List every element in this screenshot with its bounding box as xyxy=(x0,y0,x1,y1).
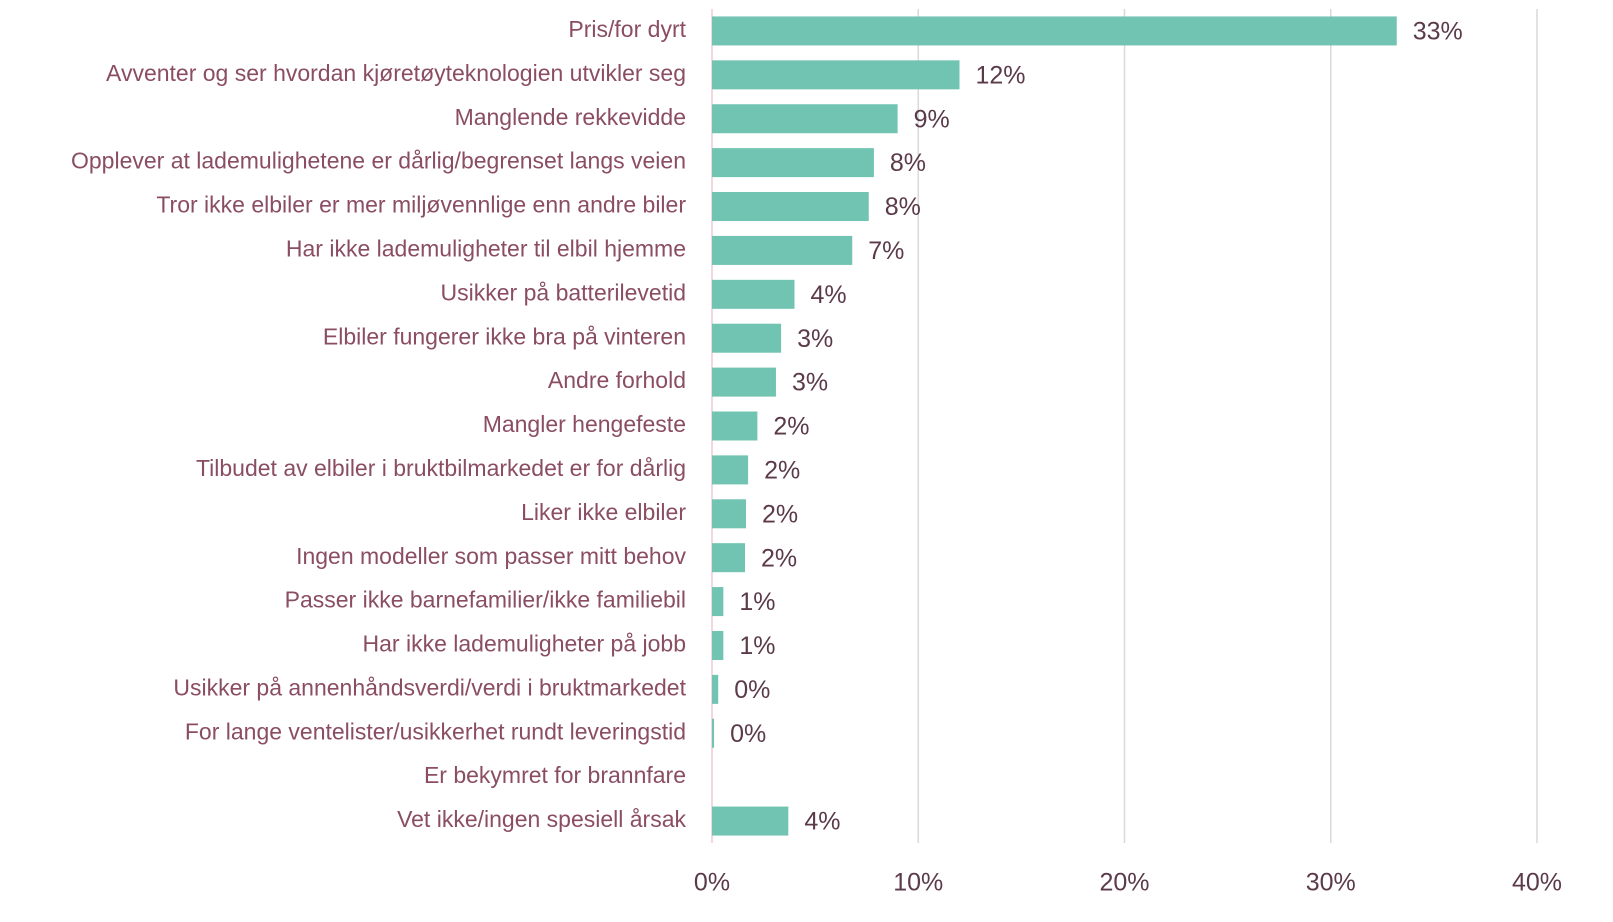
data-label: 2% xyxy=(773,413,809,441)
data-label: 4% xyxy=(804,808,840,836)
y-tick-label: Elbiler fungerer ikke bra på vinteren xyxy=(323,323,686,349)
y-tick-label: Vet ikke/ingen spesiell årsak xyxy=(397,806,686,832)
bar xyxy=(712,674,719,704)
x-tick-label: 20% xyxy=(1099,869,1149,897)
bar xyxy=(712,60,960,90)
y-tick-label: Har ikke lademuligheter på jobb xyxy=(363,631,686,657)
data-label: 8% xyxy=(890,149,926,177)
bar xyxy=(712,587,724,617)
bar xyxy=(712,192,869,222)
data-label: 7% xyxy=(868,237,904,265)
y-tick-label: Usikker på batterilevetid xyxy=(441,279,686,305)
bar xyxy=(712,806,789,836)
y-tick-label: Har ikke lademuligheter til elbil hjemme xyxy=(286,235,686,261)
data-label: 3% xyxy=(792,369,828,397)
data-label: 0% xyxy=(734,676,770,704)
y-tick-label: Manglende rekkevidde xyxy=(455,104,686,130)
bar xyxy=(712,235,853,265)
x-tick-label: 30% xyxy=(1306,869,1356,897)
bar xyxy=(712,455,749,485)
data-label: 2% xyxy=(761,544,797,572)
y-tick-label: Passer ikke barnefamilier/ikke familiebi… xyxy=(285,587,686,613)
data-label: 4% xyxy=(811,281,847,309)
bar xyxy=(712,543,745,573)
y-tick-label: Opplever at lademulighetene er dårlig/be… xyxy=(71,148,686,174)
data-label: 12% xyxy=(976,61,1026,89)
y-tick-label: Er bekymret for brannfare xyxy=(424,762,686,788)
data-label: 9% xyxy=(914,105,950,133)
data-label: 2% xyxy=(762,500,798,528)
bar xyxy=(712,148,874,178)
bar xyxy=(712,104,898,134)
bar xyxy=(712,630,724,660)
data-label: 2% xyxy=(764,457,800,485)
data-label: 8% xyxy=(885,193,921,221)
data-label: 1% xyxy=(739,588,775,616)
x-tick-label: 40% xyxy=(1512,869,1562,897)
bar xyxy=(712,16,1397,46)
y-tick-label: Ingen modeller som passer mitt behov xyxy=(296,543,686,569)
bar xyxy=(712,367,776,397)
bar xyxy=(712,718,715,748)
y-tick-label: Tror ikke elbiler er mer miljøvennlige e… xyxy=(156,192,686,218)
y-tick-label: Andre forhold xyxy=(548,367,686,393)
bar xyxy=(712,323,782,353)
y-tick-label: Usikker på annenhåndsverdi/verdi i brukt… xyxy=(173,674,686,700)
y-tick-label: Pris/for dyrt xyxy=(568,16,686,42)
y-tick-label: Liker ikke elbiler xyxy=(521,499,686,525)
data-label: 3% xyxy=(797,325,833,353)
data-label: 1% xyxy=(739,632,775,660)
y-tick-label: Mangler hengefeste xyxy=(483,411,686,437)
bar xyxy=(712,411,758,441)
data-label: 0% xyxy=(730,720,766,748)
bar xyxy=(712,279,795,309)
y-tick-label: Avventer og ser hvordan kjøretøyteknolog… xyxy=(106,60,686,86)
y-tick-label: For lange ventelister/usikkerhet rundt l… xyxy=(185,718,686,744)
x-tick-label: 0% xyxy=(694,869,730,897)
y-tick-label: Tilbudet av elbiler i bruktbilmarkedet e… xyxy=(196,455,686,481)
x-tick-label: 10% xyxy=(893,869,943,897)
bar xyxy=(712,499,747,529)
data-label: 33% xyxy=(1413,18,1463,46)
